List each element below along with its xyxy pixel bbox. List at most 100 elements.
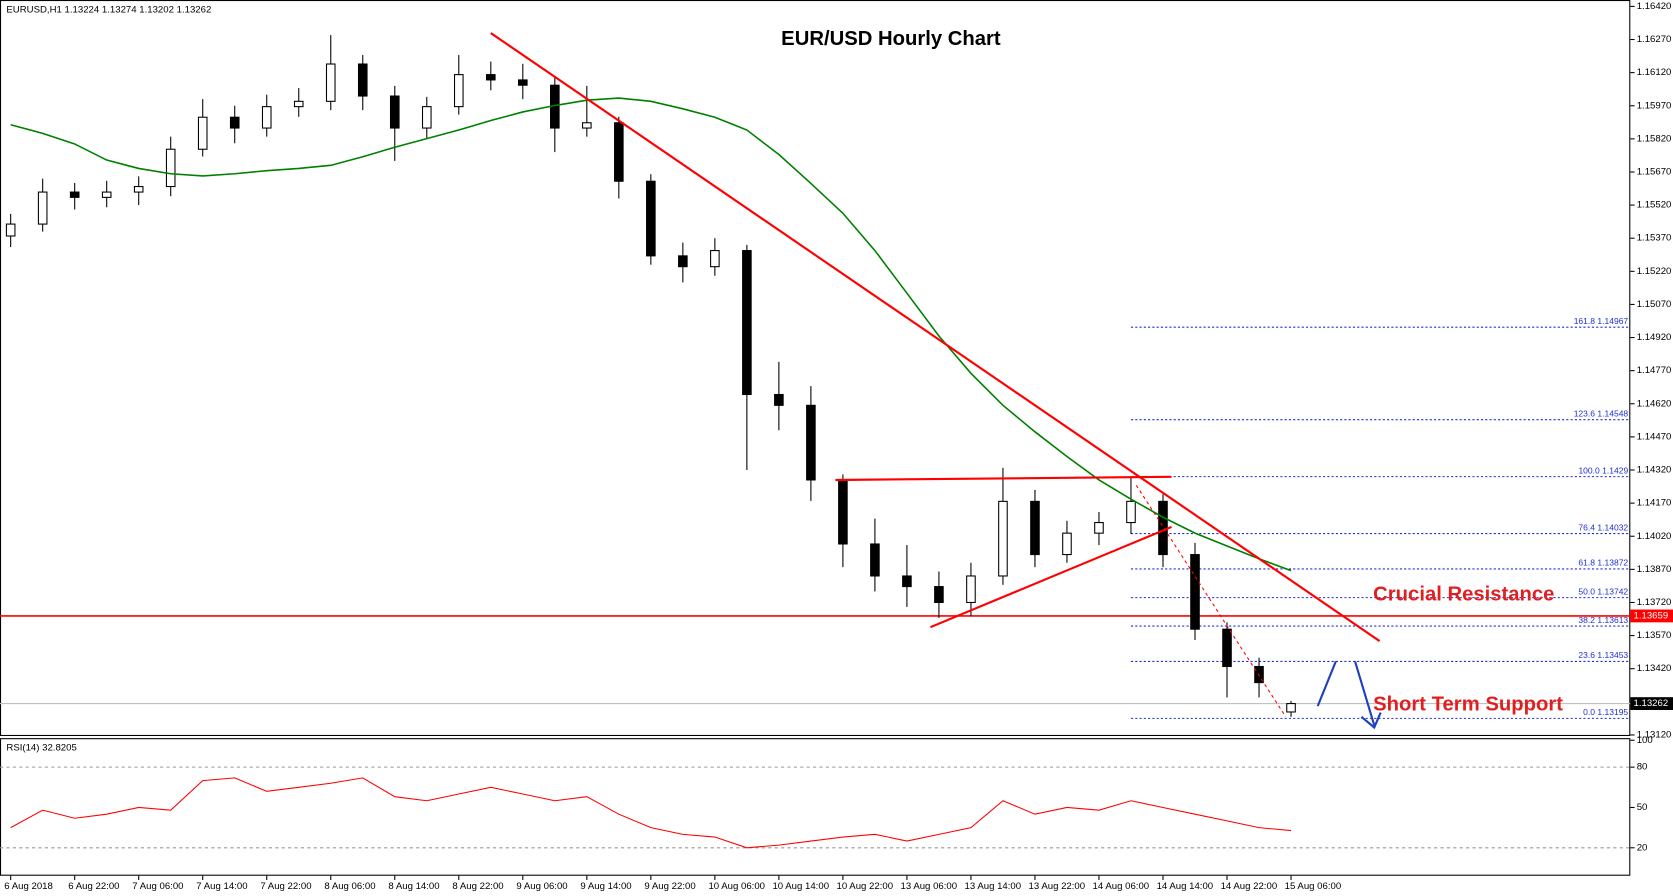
candle-body <box>293 100 304 108</box>
x-tick-label: 9 Aug 06:00 <box>516 881 567 892</box>
candle-body <box>261 106 272 129</box>
candle-body <box>1030 500 1040 556</box>
fib-label: 50.0 1.13742 <box>1578 587 1628 597</box>
fib-anchor <box>1135 485 1287 718</box>
triangle-top <box>835 475 1172 482</box>
rsi-tick-label: 50 <box>1637 802 1648 813</box>
x-tick-label: 7 Aug 22:00 <box>260 881 311 892</box>
y-tick-label: 1.13570 <box>1637 630 1672 641</box>
fib-ratio: 100.0 <box>1578 466 1600 476</box>
y-tick-label: 1.14020 <box>1637 531 1672 542</box>
y-tick-label: 1.14320 <box>1637 465 1672 476</box>
candle-body <box>614 122 624 182</box>
fib-ratio: 50.0 <box>1578 587 1595 597</box>
rsi-value: 32.8205 <box>42 742 77 753</box>
y-tick-label: 1.15370 <box>1637 233 1672 244</box>
y-tick-label: 1.13420 <box>1637 663 1672 674</box>
rsi-tick-label: 80 <box>1637 762 1648 773</box>
fib-ratio: 76.4 <box>1578 523 1595 533</box>
y-tick-label: 1.14170 <box>1637 498 1672 509</box>
drawn-lines <box>490 32 1382 730</box>
y-tick-label: 1.14920 <box>1637 332 1672 343</box>
candle-body <box>870 543 880 577</box>
candle-body <box>453 74 464 108</box>
x-tick-label: 10 Aug 14:00 <box>772 881 829 892</box>
candle-body <box>421 106 432 129</box>
rsi-panel <box>0 738 1631 876</box>
x-tick-label: 10 Aug 06:00 <box>708 881 765 892</box>
x-tick-label: 7 Aug 06:00 <box>132 881 183 892</box>
header: EURUSD,H1 1.13224 1.13274 1.13202 1.1326… <box>6 4 211 15</box>
x-tick-label: 14 Aug 14:00 <box>1157 881 1214 892</box>
close: 1.13262 <box>177 4 212 15</box>
candle-body <box>325 63 336 102</box>
fib-label: 100.0 1.1429 <box>1578 466 1628 476</box>
candle-body <box>486 74 496 81</box>
price-box-label: 1.13262 <box>1634 698 1669 709</box>
annotation: Crucial Resistance <box>1373 584 1554 606</box>
y-tick-label: 1.15070 <box>1637 299 1672 310</box>
candle-body <box>133 186 144 193</box>
y-tick-label: 1.16120 <box>1637 67 1672 78</box>
candle-body <box>37 191 48 225</box>
fib-price: 1.13742 <box>1597 587 1628 597</box>
y-tick-label: 1.16270 <box>1637 34 1672 45</box>
candle-body <box>1190 554 1200 630</box>
fib-price: 1.14548 <box>1597 409 1628 419</box>
fib-ratio: 61.8 <box>1578 558 1595 568</box>
candle-body <box>998 500 1008 577</box>
x-tick-label: 8 Aug 14:00 <box>388 881 439 892</box>
candle-body <box>229 116 240 129</box>
fib-label: 76.4 1.14032 <box>1578 523 1628 533</box>
y-tick-label: 1.14770 <box>1637 365 1672 376</box>
fib-label: 23.6 1.13453 <box>1578 650 1628 660</box>
fib-price: 1.13453 <box>1597 650 1628 660</box>
open: 1.13224 <box>65 4 100 15</box>
x-tick-label: 10 Aug 22:00 <box>837 881 894 892</box>
fib-ratio: 38.2 <box>1578 615 1595 625</box>
candle-body <box>646 180 656 257</box>
trendline <box>490 32 1381 642</box>
fib-ratio: 0.0 <box>1583 707 1595 717</box>
y-tick-label: 1.15970 <box>1637 100 1672 111</box>
x-tick-label: 13 Aug 22:00 <box>1029 881 1086 892</box>
candle-body <box>357 63 368 97</box>
y-tick-label: 1.15670 <box>1637 167 1672 178</box>
x-tick-label: 13 Aug 06:00 <box>901 881 958 892</box>
fib-label: 0.0 1.13195 <box>1583 707 1628 717</box>
arrow <box>1354 661 1376 726</box>
low: 1.13202 <box>139 4 174 15</box>
rsi-line <box>10 777 1292 849</box>
fib-ratio: 161.8 <box>1574 316 1596 326</box>
x-tick-label: 6 Aug 2018 <box>4 881 53 892</box>
fib-price: 1.13872 <box>1597 558 1628 568</box>
x-tick-label: 9 Aug 22:00 <box>644 881 695 892</box>
y-tick-label: 1.13720 <box>1637 597 1672 608</box>
candle-body <box>518 79 528 86</box>
fib-price: 1.14967 <box>1597 316 1628 326</box>
fib-price: 1.1429 <box>1602 466 1628 476</box>
y-tick-label: 1.14620 <box>1637 398 1672 409</box>
y-tick-label: 1.13870 <box>1637 564 1672 575</box>
chart-title: EUR/USD Hourly Chart <box>781 28 1001 50</box>
candle-body <box>1094 522 1104 534</box>
candle-body <box>774 393 784 406</box>
candle-body <box>69 191 80 198</box>
price-box <box>1630 609 1673 623</box>
candle-body <box>806 404 816 481</box>
fib-label: 161.8 1.14967 <box>1574 316 1629 326</box>
fib-label: 38.2 1.13613 <box>1578 615 1628 625</box>
candle-body <box>5 223 16 237</box>
candle-body <box>966 575 976 604</box>
fib-label: 123.6 1.14548 <box>1574 409 1629 419</box>
x-tick-label: 14 Aug 06:00 <box>1093 881 1150 892</box>
arrow <box>1316 660 1337 707</box>
candle-body <box>1158 500 1168 556</box>
x-tick-label: 7 Aug 14:00 <box>196 881 247 892</box>
candle-body <box>197 116 208 150</box>
candle-body <box>1062 532 1072 556</box>
annotation: Short Term Support <box>1373 693 1563 715</box>
y-tick-label: 1.15520 <box>1637 200 1672 211</box>
candle-body <box>1286 703 1296 713</box>
high: 1.13274 <box>102 4 137 15</box>
